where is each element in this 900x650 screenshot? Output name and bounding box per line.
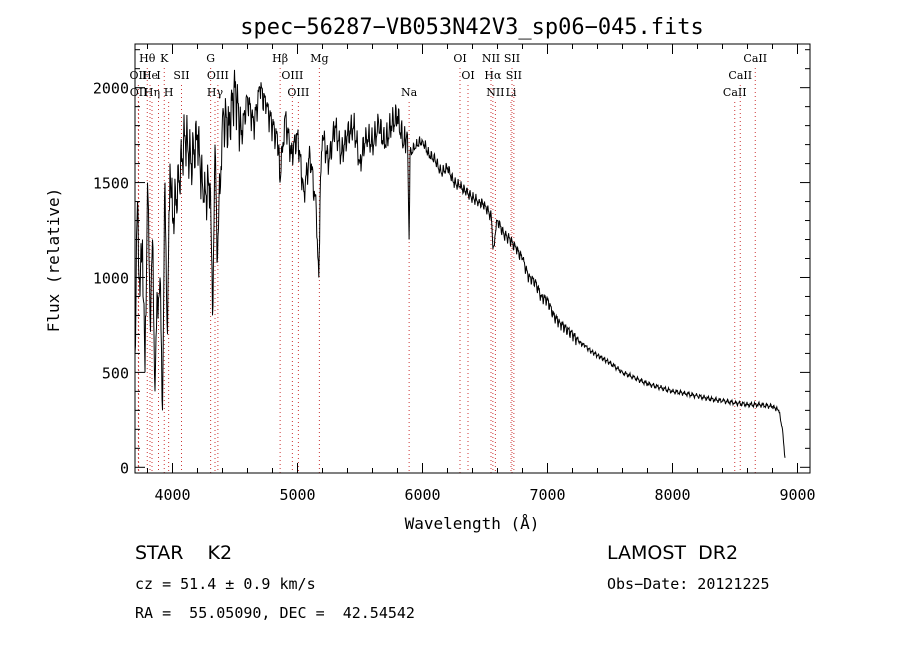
- spectral-line-label: Mg: [310, 52, 328, 65]
- spectral-line-label: He: [142, 69, 158, 82]
- spectral-line-label: K: [160, 52, 169, 65]
- spectral-line-label: Na: [401, 86, 418, 99]
- spectral-line-label: OIII: [281, 69, 303, 82]
- spectral-line-label: SII: [173, 69, 189, 82]
- spectral-line-label: CaII: [728, 69, 752, 82]
- spectral-line-label: Li: [506, 86, 517, 99]
- x-tick-label: 8000: [654, 486, 690, 504]
- spectral-line-label: OII: [130, 86, 148, 99]
- ra-dec: RA = 55.05090, DEC = 42.54542: [135, 604, 415, 622]
- x-tick-label: 6000: [404, 486, 440, 504]
- spectral-line-label: OII: [130, 69, 148, 82]
- spectral-line-label: OI: [453, 52, 466, 65]
- y-tick-label: 1000: [93, 269, 129, 287]
- spectral-line-label: CaII: [723, 86, 747, 99]
- x-tick-label: 5000: [279, 486, 315, 504]
- spectral-line-label: H: [164, 86, 174, 99]
- spectral-line-label: OIII: [207, 69, 229, 82]
- x-tick-label: 9000: [779, 486, 815, 504]
- y-axis-label: Flux (relative): [44, 188, 63, 333]
- spectral-line-label: Hγ: [207, 86, 224, 99]
- y-tick-label: 500: [102, 364, 129, 382]
- spectral-line-label: Hθ: [139, 52, 156, 65]
- spectral-line-label: Hβ: [272, 52, 288, 65]
- spectral-line-label: CaII: [743, 52, 767, 65]
- x-tick-label: 4000: [154, 486, 190, 504]
- spectral-line-label: SII: [506, 69, 522, 82]
- object-class: STAR K2: [135, 542, 233, 564]
- spectral-line-label: Hη: [144, 86, 160, 99]
- spectral-line-label: NII: [486, 86, 504, 99]
- spectral-line-label: SII: [504, 52, 520, 65]
- y-tick-label: 2000: [93, 80, 129, 98]
- axis-ticks: 4000 5000 6000 7000 8000 9000 0 500 1000 1500 2000: [93, 44, 816, 504]
- y-tick-label: 1500: [93, 175, 129, 193]
- redshift-cz: cz = 51.4 ± 0.9 km/s: [135, 575, 316, 593]
- x-axis-label: Wavelength (Å): [405, 514, 540, 533]
- spectral-line-label: OI: [461, 69, 474, 82]
- chart-title: spec−56287−VB053N42V3_sp06−045.fits: [240, 15, 704, 40]
- spectral-line-label: G: [206, 52, 215, 65]
- spectral-line-label: NII: [482, 52, 500, 65]
- spectral-line-label: Hα: [484, 69, 502, 82]
- spectrum-line: [134, 69, 786, 458]
- x-tick-label: 7000: [529, 486, 565, 504]
- spectrum-series: [134, 69, 786, 458]
- y-tick-label: 0: [120, 459, 129, 477]
- survey-name: LAMOST DR2: [607, 542, 739, 564]
- spectral-line-label: OIII: [287, 86, 309, 99]
- obs-date: Obs−Date: 20121225: [607, 575, 770, 593]
- spectral-line-label: I: [156, 69, 160, 82]
